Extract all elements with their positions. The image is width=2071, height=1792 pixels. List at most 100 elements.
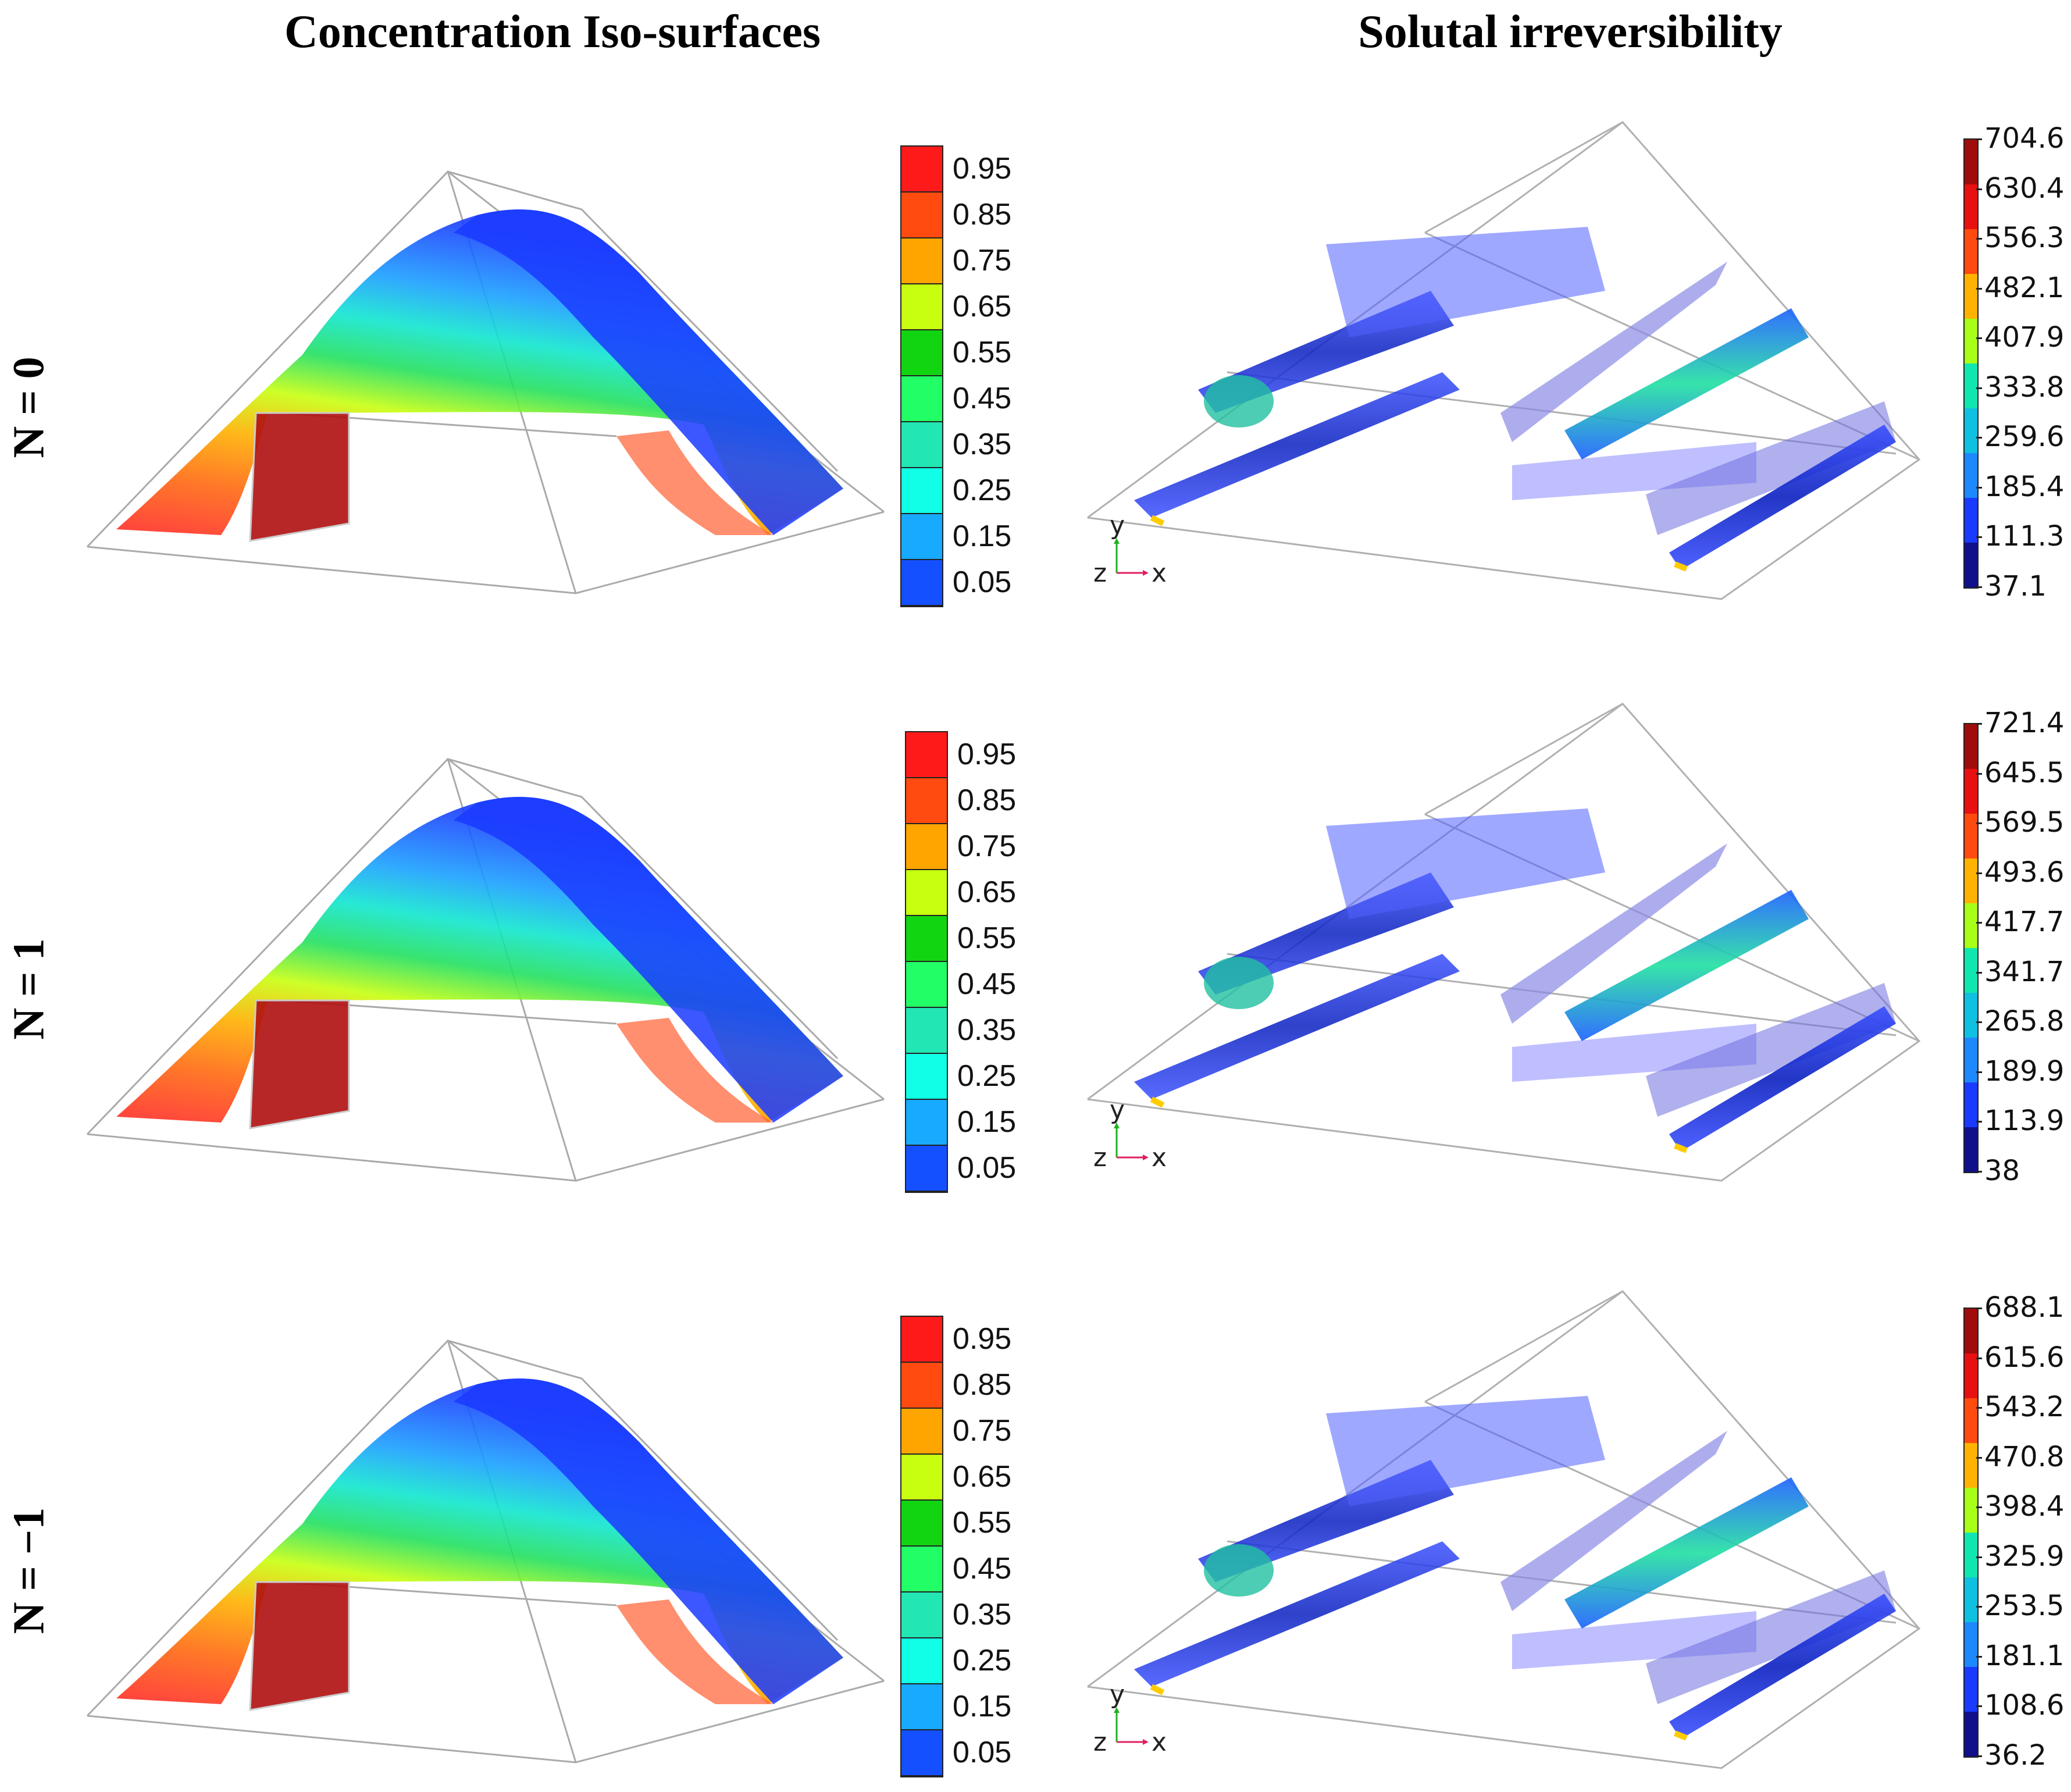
iso-surface-roof: [116, 209, 843, 535]
colorbar-cell: [1965, 1443, 1977, 1488]
colorbar-cell: [1965, 229, 1977, 274]
concentration-colorbar-label: 0.85: [953, 1367, 1012, 1402]
concentration-colorbar-label: 0.85: [953, 197, 1012, 231]
irreversibility-colorbar-label: 630.4: [1984, 172, 2065, 205]
colorbar-cell: [1965, 858, 1977, 903]
concentration-colorbar-nm1: [900, 1316, 943, 1777]
axis-label-y: y: [1110, 1680, 1125, 1709]
concentration-colorbar-label: 0.05: [953, 1735, 1012, 1769]
irreversibility-colorbar-label: 181.1: [1984, 1639, 2065, 1672]
axis-indicator-n1: y z x: [1093, 1095, 1175, 1178]
colorbar-tick: [1976, 486, 1982, 489]
colorbar-cell: [906, 916, 947, 962]
concentration-colorbar-label: 0.05: [957, 1150, 1017, 1185]
colorbar-cell: [1965, 724, 1977, 769]
concentration-colorbar-label: 0.25: [957, 1059, 1017, 1093]
irreversibility-colorbar-label: 398.4: [1984, 1490, 2065, 1523]
colorbar-cell: [1965, 453, 1977, 498]
concentration-colorbar-label: 0.25: [953, 1643, 1012, 1677]
row-label-n0: N = 0: [4, 356, 54, 458]
hot-block: [250, 413, 349, 541]
colorbar-cell: [901, 1730, 942, 1776]
axis-label-y: y: [1110, 1095, 1125, 1125]
colorbar-cell: [1965, 1127, 1977, 1172]
concentration-colorbar-label: 0.45: [957, 967, 1017, 1001]
concentration-plot-nm1: [86, 1339, 885, 1764]
irreversibility-colorbar-label: 407.9: [1984, 321, 2065, 354]
axis-indicator-n0: y z x: [1093, 511, 1175, 593]
irreversibility-colorbar-label: 189.9: [1984, 1054, 2065, 1088]
irreversibility-colorbar-label: 185.4: [1984, 470, 2065, 503]
colorbar-cell: [901, 1638, 942, 1684]
colorbar-tick: [1976, 772, 1982, 775]
irreversibility-colorbar-label: 325.9: [1984, 1540, 2065, 1573]
colorbar-cell: [901, 1317, 942, 1363]
colorbar-tick: [1976, 1506, 1982, 1509]
irreversibility-colorbar-label: 556.3: [1984, 222, 2065, 255]
colorbar-cell: [906, 870, 947, 916]
concentration-plot-n1: [86, 757, 885, 1182]
colorbar-cell: [1965, 408, 1977, 453]
colorbar-tick: [1976, 1705, 1982, 1708]
colorbar-tick: [1976, 138, 1982, 140]
colorbar-tick: [1976, 822, 1982, 825]
axis-label-y: y: [1110, 511, 1125, 540]
concentration-colorbar-label: 0.75: [953, 243, 1012, 277]
colorbar-cell: [901, 1501, 942, 1547]
colorbar-tick: [1976, 723, 1982, 725]
colorbar-cell: [1965, 1712, 1977, 1757]
colorbar-cell: [1965, 948, 1977, 993]
colorbar-tick: [1976, 536, 1982, 539]
concentration-colorbar-label: 0.55: [953, 335, 1012, 369]
colorbar-cell: [1965, 184, 1977, 229]
concentration-colorbar-label: 0.75: [957, 829, 1017, 863]
colorbar-cell: [1965, 140, 1977, 184]
irreversibility-colorbar-label: 704.6: [1984, 122, 2065, 155]
irreversibility-colorbar-label: 108.6: [1984, 1689, 2065, 1722]
colorbar-cell: [901, 468, 942, 514]
concentration-colorbar-label: 0.65: [957, 875, 1017, 909]
colorbar-cell: [901, 1593, 942, 1638]
colorbar-tick: [1976, 1755, 1982, 1757]
colorbar-cell: [901, 330, 942, 376]
colorbar-cell: [901, 376, 942, 422]
concentration-colorbar-label: 0.45: [953, 1551, 1012, 1586]
irreversibility-colorbar-n0: [1963, 138, 1979, 589]
title-concentration: Concentration Iso-surfaces: [284, 6, 821, 58]
colorbar-cell: [906, 778, 947, 824]
concentration-colorbar-label: 0.55: [953, 1505, 1012, 1540]
axis-label-x: x: [1152, 1143, 1167, 1173]
colorbar-cell: [901, 147, 942, 193]
irreversibility-colorbar-label: 259.6: [1984, 421, 2065, 454]
irreversibility-colorbar-label: 37.1: [1984, 570, 2047, 603]
concentration-colorbar-label: 0.35: [953, 427, 1012, 461]
colorbar-cell: [1965, 903, 1977, 948]
title-solutal-irreversibility: Solutal irreversibility: [1358, 6, 1783, 58]
colorbar-tick: [1976, 1308, 1982, 1309]
colorbar-tick: [1976, 1171, 1982, 1173]
axis-label-z: z: [1093, 558, 1107, 588]
irreversibility-colorbar-label: 470.8: [1984, 1440, 2065, 1473]
irreversibility-colorbar-label: 721.4: [1984, 707, 2065, 739]
concentration-colorbar-label: 0.95: [953, 151, 1012, 186]
irreversibility-colorbar-label: 482.1: [1984, 271, 2065, 304]
concentration-colorbar-label: 0.15: [953, 1689, 1012, 1723]
axis-label-z: z: [1093, 1143, 1107, 1173]
colorbar-tick: [1976, 1456, 1982, 1459]
irreversibility-colorbar-label: 38: [1984, 1155, 2020, 1187]
concentration-colorbar-label: 0.35: [953, 1597, 1012, 1631]
colorbar-cell: [1965, 769, 1977, 814]
colorbar-cell: [1965, 1488, 1977, 1533]
colorbar-cell: [901, 1363, 942, 1409]
colorbar-cell: [1965, 814, 1977, 858]
colorbar-tick: [1976, 922, 1982, 924]
colorbar-tick: [1976, 1606, 1982, 1608]
row-label-n1: N = 1: [4, 938, 54, 1040]
concentration-colorbar-label: 0.25: [953, 473, 1012, 507]
concentration-colorbar-label: 0.65: [953, 1459, 1012, 1494]
concentration-colorbar-label: 0.45: [953, 381, 1012, 415]
concentration-colorbar-label: 0.95: [953, 1321, 1012, 1356]
irreversibility-colorbar-label: 111.3: [1984, 520, 2065, 553]
irreversibility-colorbar-n1: [1963, 723, 1979, 1173]
colorbar-cell: [1965, 1353, 1977, 1398]
